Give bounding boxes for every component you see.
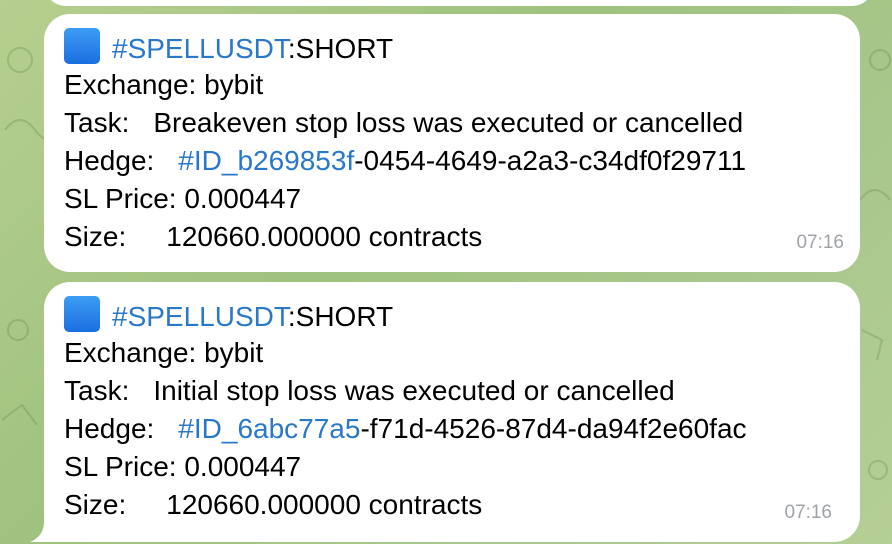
message-timestamp: 07:16 <box>784 502 832 523</box>
hedge-id-rest: -f71d-4526-87d4-da94f2e60fac <box>360 413 747 444</box>
pair-hashtag-link[interactable]: #SPELLUSDT <box>112 301 288 332</box>
hedge-id-hashtag-link[interactable]: #ID_6abc77a5 <box>178 413 361 444</box>
message-header: #SPELLUSDT:SHORT <box>64 296 840 334</box>
exchange-value: bybit <box>204 337 264 368</box>
message-bubble[interactable]: #SPELLUSDT:SHORT Exchange: bybit Task: In… <box>44 282 860 542</box>
exchange-label: Exchange: <box>64 69 197 100</box>
message-timestamp: 07:16 <box>796 232 844 253</box>
hedge-id-rest: -0454-4649-a2a3-c34df0f29711 <box>354 145 747 176</box>
message-bubble[interactable]: #SPELLUSDT:SHORT Exchange: bybit Task: Br… <box>44 14 860 272</box>
direction-text: :SHORT <box>287 301 394 332</box>
hedge-line: Hedge: #ID_6abc77a5-f71d-4526-87d4-da94f2… <box>64 410 840 448</box>
previous-message-bubble <box>44 0 874 6</box>
task-label: Task: <box>64 375 130 406</box>
size-value: 120660.000000 contracts <box>166 489 483 520</box>
hedge-id-hashtag-link[interactable]: #ID_b269853f <box>178 145 355 176</box>
exchange-line: Exchange: bybit <box>64 334 840 372</box>
pair-hashtag-link[interactable]: #SPELLUSDT <box>112 33 288 64</box>
hedge-label: Hedge: <box>64 413 155 444</box>
sl-price-value: 0.000447 <box>184 183 302 214</box>
message-header: #SPELLUSDT:SHORT <box>64 28 840 66</box>
size-label: Size: <box>64 221 127 252</box>
task-value: Initial stop loss was executed or cancel… <box>153 375 675 406</box>
blue-square-icon <box>64 296 100 332</box>
task-line: Task: Initial stop loss was executed or c… <box>64 372 840 410</box>
sl-price-value: 0.000447 <box>184 451 302 482</box>
sl-price-label: SL Price: <box>64 183 177 214</box>
hedge-label: Hedge: <box>64 145 155 176</box>
size-line: Size: 120660.000000 contracts <box>64 218 840 256</box>
exchange-line: Exchange: bybit <box>64 66 840 104</box>
sl-price-label: SL Price: <box>64 451 177 482</box>
task-value: Breakeven stop loss was executed or canc… <box>153 107 744 138</box>
size-line: Size: 120660.000000 contracts <box>64 486 840 524</box>
blue-square-icon <box>64 28 100 64</box>
exchange-label: Exchange: <box>64 337 197 368</box>
sl-price-line: SL Price: 0.000447 <box>64 448 840 486</box>
bubble-tail <box>30 522 54 542</box>
task-line: Task: Breakeven stop loss was executed or… <box>64 104 840 142</box>
size-label: Size: <box>64 489 127 520</box>
sl-price-line: SL Price: 0.000447 <box>64 180 840 218</box>
size-value: 120660.000000 contracts <box>166 221 483 252</box>
hedge-line: Hedge: #ID_b269853f-0454-4649-a2a3-c34df0… <box>64 142 840 180</box>
direction-text: :SHORT <box>287 33 394 64</box>
exchange-value: bybit <box>204 69 264 100</box>
task-label: Task: <box>64 107 130 138</box>
